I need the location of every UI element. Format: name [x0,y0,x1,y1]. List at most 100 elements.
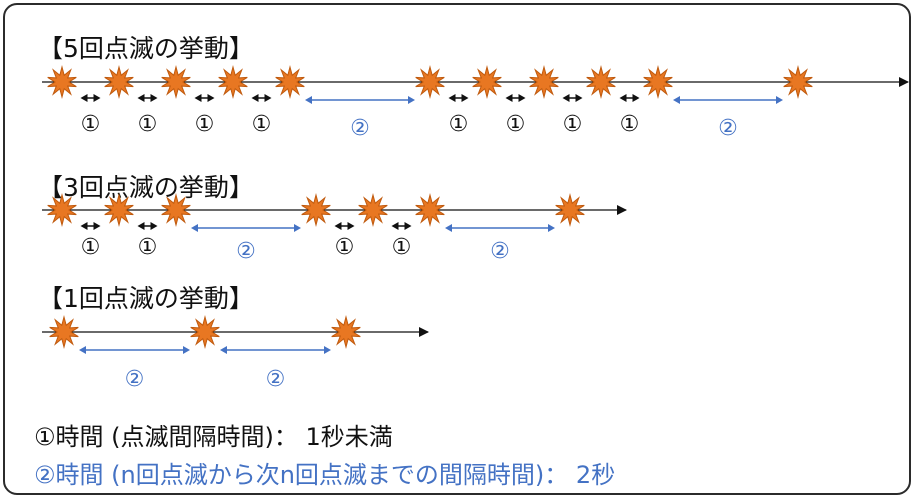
blink-star-icon [358,193,388,227]
interval-short: ① [80,94,101,137]
blink-star-icon [643,65,673,99]
interval-arrowhead-right [408,96,415,104]
interval-long: ② [445,224,555,264]
interval-label: ② [125,367,145,392]
interval-arrowhead-right [264,94,272,102]
interval-arrowhead-left [619,94,627,102]
interval-label: ① [506,112,526,137]
interval-arrowhead-right [93,222,101,230]
interval-arrowhead-left [79,346,86,354]
interval-arrowhead-left [391,222,399,230]
interval-short: ① [80,222,101,260]
interval-label: ② [266,367,286,392]
interval-arrowhead-left [445,224,452,232]
blink-star-icon [190,315,220,349]
blink-star-icon [161,65,191,99]
interval-label: ① [449,112,469,137]
interval-long: ② [79,346,190,392]
interval-arrowhead-left [191,224,198,232]
interval-arrowhead-right [575,94,583,102]
interval-arrowhead-left [251,94,259,102]
blink-star-icon [586,65,616,99]
interval-arrowhead-left [194,94,202,102]
legend-interval-1: ①時間 (点滅間隔時間)： 1秒未満 [34,423,393,451]
interval-label: ② [350,116,370,141]
interval-label: ① [81,112,101,137]
blink-star-icon [275,65,305,99]
blink-star-icon [218,65,248,99]
interval-arrowhead-right [404,222,412,230]
blink-star-icon [301,193,331,227]
blink-star-icon [47,193,77,227]
interval-label: ① [138,235,158,260]
blink-star-icon [47,65,77,99]
interval-arrowhead-left [334,222,342,230]
interval-short: ① [251,94,272,137]
blink-star-icon [472,65,502,99]
blink-star-icon [104,65,134,99]
interval-long: ② [220,346,331,392]
interval-label: ① [620,112,640,137]
interval-arrowhead-right [776,96,783,104]
interval-arrowhead-left [562,94,570,102]
blink-star-icon [529,65,559,99]
blink-star-icon [49,315,79,349]
interval-arrowhead-left [137,222,145,230]
interval-label: ② [490,239,510,264]
interval-short: ① [334,222,355,260]
interval-arrowhead-left [80,94,88,102]
blink-star-icon [555,193,585,227]
section-title-5: 【5回点滅の挙動】 [38,34,254,63]
interval-short: ① [194,94,215,137]
section-title-1: 【1回点滅の挙動】 [38,284,254,313]
interval-arrowhead-right [347,222,355,230]
interval-arrowhead-left [505,94,513,102]
interval-arrowhead-right [150,222,158,230]
interval-label: ① [252,112,272,137]
interval-label: ① [335,235,355,260]
interval-arrowhead-left [137,94,145,102]
blink-star-icon [415,65,445,99]
interval-arrowhead-left [673,96,680,104]
interval-arrowhead-right [324,346,331,354]
interval-arrowhead-left [305,96,312,104]
interval-arrowhead-right [207,94,215,102]
interval-arrowhead-right [632,94,640,102]
interval-short: ① [505,94,526,137]
interval-label: ① [138,112,158,137]
interval-label: ① [563,112,583,137]
blink-star-icon [415,193,445,227]
section-title-3: 【3回点滅の挙動】 [38,173,254,202]
legend-interval-2: ②時間 (n回点滅から次n回点滅までの間隔時間)： 2秒 [34,461,615,489]
diagram-frame [3,3,911,495]
interval-arrowhead-right [518,94,526,102]
interval-arrowhead-right [93,94,101,102]
interval-label: ② [236,239,256,264]
interval-short: ① [137,94,158,137]
interval-arrowhead-right [150,94,158,102]
blink-star-icon [104,193,134,227]
interval-long: ② [191,224,301,264]
blink-star-icon [161,193,191,227]
interval-label: ① [195,112,215,137]
interval-arrowhead-left [80,222,88,230]
interval-label: ① [392,235,412,260]
interval-short: ① [562,94,583,137]
interval-label: ② [718,116,738,141]
interval-arrowhead-left [448,94,456,102]
interval-arrowhead-right [294,224,301,232]
blink-star-icon [331,315,361,349]
interval-long: ② [305,96,415,141]
interval-long: ② [673,96,783,141]
interval-short: ① [391,222,412,260]
blink-star-icon [783,65,813,99]
interval-arrowhead-left [220,346,227,354]
interval-short: ① [619,94,640,137]
interval-short: ① [137,222,158,260]
interval-arrowhead-right [183,346,190,354]
interval-short: ① [448,94,469,137]
interval-label: ① [81,235,101,260]
interval-arrowhead-right [548,224,555,232]
interval-arrowhead-right [461,94,469,102]
